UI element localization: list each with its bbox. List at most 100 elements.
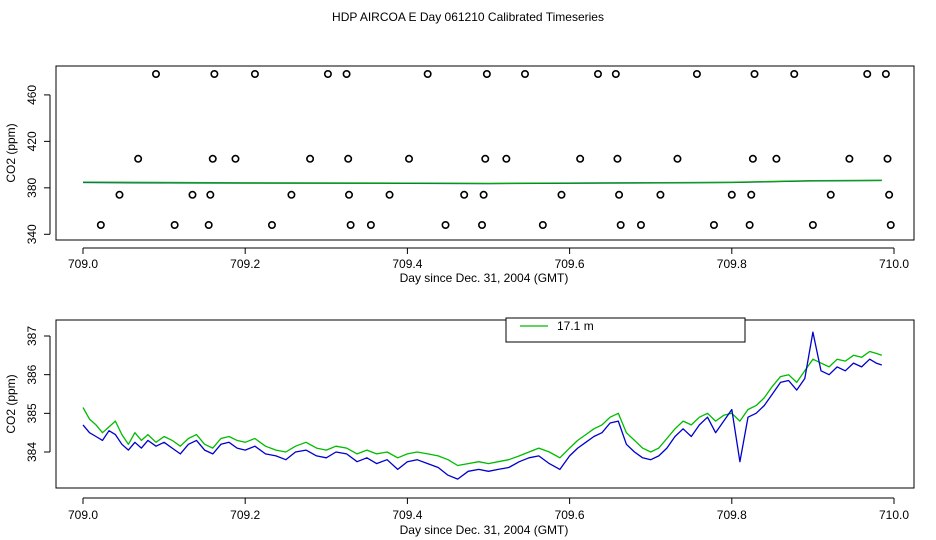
top-plot-marks	[82, 70, 895, 230]
data-point	[460, 190, 469, 199]
data-point	[231, 154, 240, 163]
x-tick-label: 710.0	[879, 508, 909, 522]
data-point	[748, 154, 757, 163]
data-point	[790, 70, 799, 79]
y-tick-label: 460	[25, 85, 39, 105]
x-tick-label: 709.2	[230, 257, 260, 271]
data-point	[615, 190, 624, 199]
data-point	[210, 70, 219, 79]
data-point	[482, 70, 491, 79]
data-point	[576, 154, 585, 163]
data-point	[613, 154, 622, 163]
series-line-1	[82, 331, 883, 480]
data-point	[772, 154, 781, 163]
data-point	[115, 190, 124, 199]
x-tick-label: 709.4	[392, 257, 422, 271]
data-point	[611, 70, 620, 79]
data-point	[745, 221, 754, 230]
x-tick-label: 709.6	[555, 508, 585, 522]
data-point	[267, 221, 276, 230]
data-point	[287, 190, 296, 199]
data-point	[206, 190, 215, 199]
x-tick-label: 709.8	[717, 257, 747, 271]
data-point	[520, 70, 529, 79]
data-point	[366, 221, 375, 230]
data-point	[346, 221, 355, 230]
legend-label-17m: 17.1 m	[557, 319, 594, 333]
y-tick-label: 386	[25, 364, 39, 384]
y-tick-label: 387	[25, 326, 39, 346]
top-y-axis-title: CO2 (ppm)	[4, 123, 18, 182]
data-point	[863, 70, 872, 79]
data-point	[593, 70, 602, 79]
data-point	[808, 221, 817, 230]
data-point	[342, 70, 351, 79]
top-x-axis-title: Day since Dec. 31, 2004 (GMT)	[400, 271, 569, 285]
x-tick-label: 709.4	[392, 508, 422, 522]
data-point	[344, 154, 353, 163]
data-point	[538, 221, 547, 230]
data-point	[747, 190, 756, 199]
data-point	[709, 221, 718, 230]
top-x-axis: 709.0 709.2 709.4 709.6 709.8 710.0	[68, 247, 909, 271]
series-line-2	[82, 179, 882, 185]
data-point	[250, 70, 259, 79]
data-point	[96, 221, 105, 230]
data-point	[727, 190, 736, 199]
data-point	[170, 221, 179, 230]
bottom-plot-marks	[82, 331, 883, 480]
bottom-panel: 709.0 709.2 709.4 709.6 709.8 710.0 384 385 386…	[4, 317, 915, 537]
data-point	[636, 221, 645, 230]
data-point	[405, 154, 414, 163]
data-point	[208, 154, 217, 163]
x-tick-label: 709.8	[717, 508, 747, 522]
y-tick-label: 384	[25, 442, 39, 462]
data-point	[881, 70, 890, 79]
top-panel: 709.0 709.2 709.4 709.6 709.8 710.0 340 380 420…	[4, 65, 915, 285]
data-point	[479, 190, 488, 199]
data-point	[306, 154, 315, 163]
data-point	[557, 190, 566, 199]
data-point	[845, 154, 854, 163]
data-point	[323, 70, 332, 79]
legend: 17.1 m	[505, 317, 746, 343]
data-point	[188, 190, 197, 199]
data-point	[478, 221, 487, 230]
y-tick-label: 380	[25, 177, 39, 197]
bottom-plot-frame	[55, 319, 915, 489]
data-point	[750, 70, 759, 79]
x-tick-label: 709.0	[68, 257, 98, 271]
y-tick-label: 420	[25, 131, 39, 151]
data-point	[692, 70, 701, 79]
data-point	[345, 190, 354, 199]
series-line-17m	[82, 350, 883, 467]
data-point	[886, 221, 895, 230]
bottom-y-axis: 384 385 386 387	[25, 326, 51, 462]
bottom-x-axis-title: Day since Dec. 31, 2004 (GMT)	[400, 523, 569, 537]
top-y-axis: 340 380 420 460	[25, 85, 51, 244]
data-point	[134, 154, 143, 163]
y-tick-label: 385	[25, 403, 39, 423]
chart-title: HDP AIRCOA E Day 061210 Calibrated Times…	[332, 10, 604, 24]
data-point	[441, 221, 450, 230]
x-tick-label: 709.0	[68, 508, 98, 522]
data-point	[204, 221, 213, 230]
data-point	[883, 154, 892, 163]
data-point	[502, 154, 511, 163]
bottom-y-axis-title: CO2 (ppm)	[4, 374, 18, 433]
x-tick-label: 709.2	[230, 508, 260, 522]
data-point	[481, 154, 490, 163]
bottom-x-axis: 709.0 709.2 709.4 709.6 709.8 710.0	[68, 497, 909, 522]
top-plot-frame	[55, 65, 915, 241]
x-tick-label: 710.0	[879, 257, 909, 271]
data-point	[673, 154, 682, 163]
data-point	[616, 221, 625, 230]
data-point	[423, 70, 432, 79]
data-point	[385, 190, 394, 199]
x-tick-label: 709.6	[555, 257, 585, 271]
y-tick-label: 340	[25, 224, 39, 244]
data-point	[656, 190, 665, 199]
legend-box	[505, 317, 746, 343]
data-point	[885, 190, 894, 199]
